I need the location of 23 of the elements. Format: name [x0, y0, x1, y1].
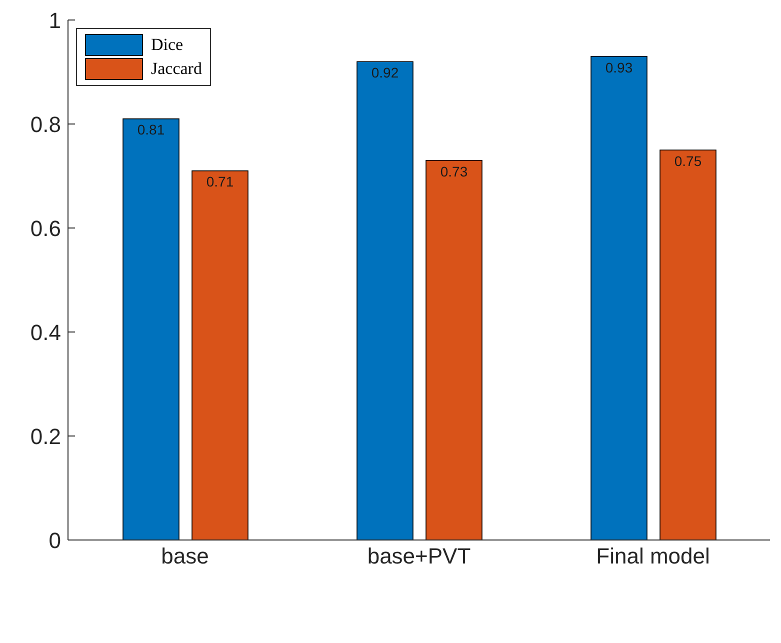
y-tick-label: 0.6 — [30, 216, 61, 241]
data-label: 0.81 — [137, 122, 165, 138]
x-tick-label: Final model — [596, 544, 710, 569]
y-tick-label: 0.8 — [30, 112, 61, 137]
bar — [122, 118, 180, 540]
x-tick-label: base — [161, 544, 209, 569]
legend-label: Dice — [151, 35, 184, 55]
y-tick-label: 0.4 — [30, 320, 61, 345]
legend-label: Jaccard — [151, 59, 202, 79]
y-tick-label: 1 — [48, 8, 61, 33]
bar — [356, 61, 414, 540]
data-label: 0.73 — [440, 163, 468, 180]
bar — [660, 150, 716, 540]
y-tick-label: 0.2 — [30, 424, 61, 449]
y-tick-label: 0 — [48, 528, 61, 553]
data-label: 0.92 — [371, 64, 399, 81]
bar — [426, 160, 482, 540]
bar — [192, 170, 248, 540]
bar — [590, 56, 648, 540]
x-tick-label: base+PVT — [367, 544, 471, 569]
data-label: 0.93 — [605, 59, 633, 76]
data-label: 0.75 — [674, 152, 702, 169]
data-label: 0.71 — [206, 174, 234, 190]
